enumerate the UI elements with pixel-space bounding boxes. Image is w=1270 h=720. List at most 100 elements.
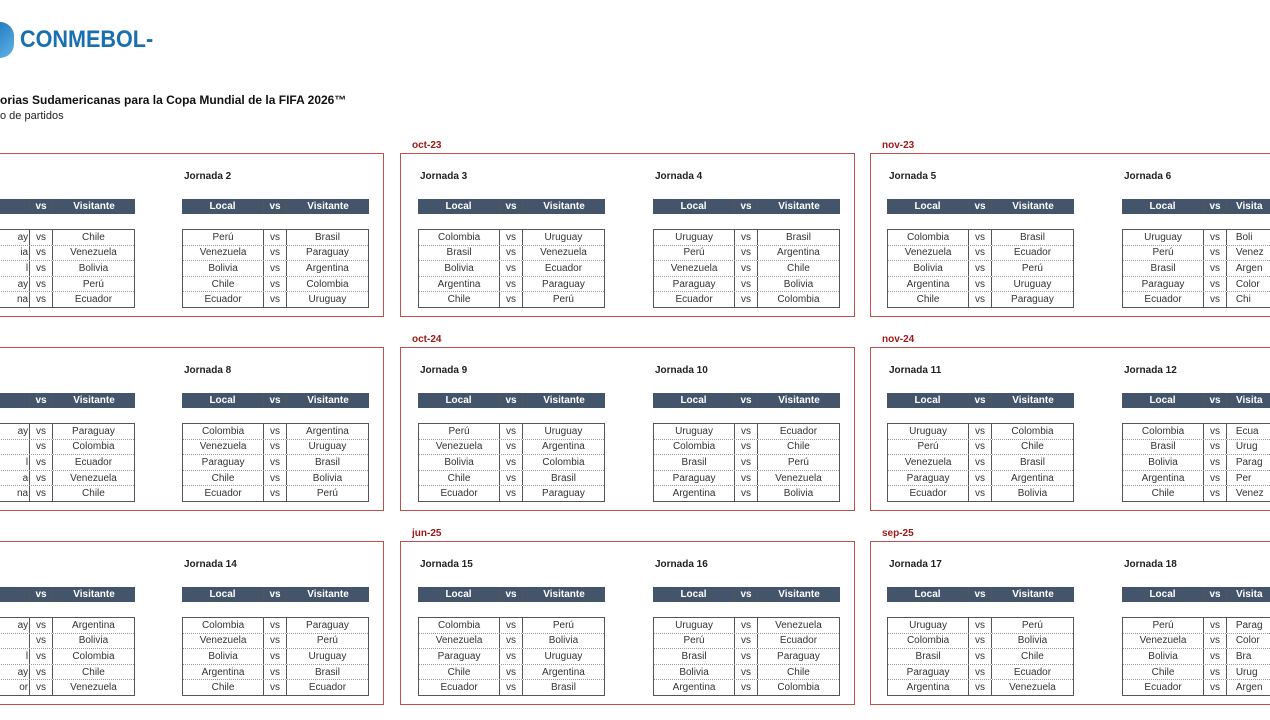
match-row: Chile vs Ecuador [183, 680, 368, 695]
match-row: Argentina vs Brasil [183, 664, 368, 681]
away-team: Argentina [72, 619, 115, 631]
away-team: Boli [1235, 231, 1253, 243]
away-team: Chile [787, 666, 810, 678]
home-team: Brasil [419, 245, 501, 261]
matches-table: Uruguay vs Ecuador Colombia vs Chile Brasil vs P… [653, 423, 840, 502]
home-team: Uruguay [654, 230, 736, 245]
away-team: Perú [1021, 262, 1043, 274]
header-visitante: Visitante [307, 589, 349, 600]
vs-label: vs [30, 230, 53, 245]
match-row: Argentina vs Bolivia [654, 486, 839, 501]
vs-label: vs [735, 664, 758, 680]
home-team: Colombia [183, 618, 265, 633]
match-row: Chile vs Urug [1123, 664, 1270, 681]
matches-table: Colombia vs Perú Venezuela vs Bolivia Paraguay… [418, 617, 605, 696]
away-team: Chile [82, 488, 105, 500]
match-row: na vs Chile [0, 486, 134, 501]
match-row: Chile vs Paraguay [888, 292, 1073, 307]
match-row: Brasil vs Argen [1123, 261, 1270, 277]
away-team: Bolivia [783, 488, 814, 500]
vs-label: vs [264, 470, 287, 486]
match-row: Ecuador vs Bolivia [888, 486, 1073, 501]
vs-label: vs [264, 633, 287, 649]
away-team: Perú [1021, 619, 1043, 631]
month-label: sep-25 [882, 528, 914, 539]
match-row: Argentina vs Per [1123, 470, 1270, 487]
away-team: Venez [1235, 488, 1264, 500]
away-team: Venezuela [540, 247, 587, 259]
matches-table: Colombia vs Brasil Venezuela vs Ecuador Bolivi… [887, 229, 1074, 308]
home-team: ay [0, 664, 31, 680]
home-team: Perú [888, 439, 970, 455]
vs-label: vs [264, 486, 287, 501]
month-label: nov-24 [882, 334, 915, 345]
home-team: Chile [419, 470, 501, 486]
vs-label: vs [264, 424, 287, 439]
away-team: Argen [1235, 682, 1263, 694]
home-team: Ecuador [654, 292, 736, 307]
table-header: Local vs Visita [1122, 199, 1270, 214]
vs-label: vs [735, 424, 758, 439]
table-header: Local vs Visitante [887, 587, 1074, 602]
home-team: Ecuador [1123, 292, 1205, 307]
away-team: Venezuela [70, 682, 117, 694]
header-visitante: Visitante [778, 201, 820, 212]
match-row: ay vs Argentina [0, 618, 134, 634]
vs-label: vs [735, 486, 758, 501]
header-local [0, 587, 30, 602]
match-row: Chile vs Colombia [183, 276, 368, 293]
match-row: vs Colombia [0, 439, 134, 456]
header-local: Local [653, 393, 735, 408]
vs-label: vs [735, 230, 758, 245]
away-team: Perú [316, 635, 338, 647]
away-team: Bolivia [1017, 488, 1048, 500]
vs-label: vs [735, 276, 758, 292]
jornada-label: Jornada 10 [655, 365, 708, 376]
vs-label: vs [30, 439, 53, 455]
vs-label: vs [500, 230, 523, 245]
away-team: Bolivia [1017, 635, 1048, 647]
vs-label: vs [735, 455, 758, 470]
away-team: Uruguay [1013, 278, 1052, 290]
home-team: Colombia [1123, 424, 1205, 439]
away-team: Chi [1235, 294, 1251, 306]
away-team: Ecuador [1013, 247, 1052, 259]
home-team: Brasil [1123, 439, 1205, 455]
table-header: Local vs Visitante [182, 199, 369, 214]
match-row: Perú vs Uruguay [419, 424, 604, 440]
away-team: Brasil [550, 472, 576, 484]
match-row: Chile vs Perú [419, 292, 604, 307]
away-team: Parag [1235, 456, 1263, 468]
match-row: ay vs Chile [0, 230, 134, 246]
vs-label: vs [1204, 680, 1227, 695]
header-visitante: Visitante [73, 589, 115, 600]
away-team: Colombia [1011, 425, 1054, 437]
jornada-label: Jornada 14 [184, 559, 237, 570]
table-header: vs Visitante [0, 587, 135, 602]
away-team: Colombia [777, 682, 820, 694]
away-team: Brasil [314, 231, 340, 243]
matchday-panel: Jornada 3 Local vs Visitante Colombia vs Urugu… [400, 153, 855, 317]
away-team: Color [1235, 278, 1260, 290]
home-team: ia [0, 245, 31, 261]
header-vs: vs [500, 587, 523, 602]
jornada-label: Jornada 2 [184, 171, 232, 182]
away-team: Ecua [1235, 425, 1259, 437]
home-team: Perú [419, 424, 501, 439]
vs-label: vs [1204, 230, 1227, 245]
away-team: Paraguay [306, 247, 349, 259]
match-row: Argentina vs Venezuela [888, 680, 1073, 695]
away-team: Argentina [306, 425, 349, 437]
header-visitante: Visitante [778, 395, 820, 406]
away-team: Venezuela [775, 472, 822, 484]
matches-table: Uruguay vs Boli Perú vs Venez Brasil vs Argen Par… [1122, 229, 1270, 308]
match-row: Paraguay vs Ecuador [888, 664, 1073, 681]
header-local: Local [182, 199, 264, 214]
vs-label: vs [969, 261, 992, 276]
home-team: Paraguay [888, 470, 970, 486]
table-header: Local vs Visita [1122, 393, 1270, 408]
vs-label: vs [264, 261, 287, 276]
away-team: Urug [1235, 441, 1258, 453]
header-vs: vs [735, 587, 758, 602]
vs-label: vs [30, 245, 53, 261]
